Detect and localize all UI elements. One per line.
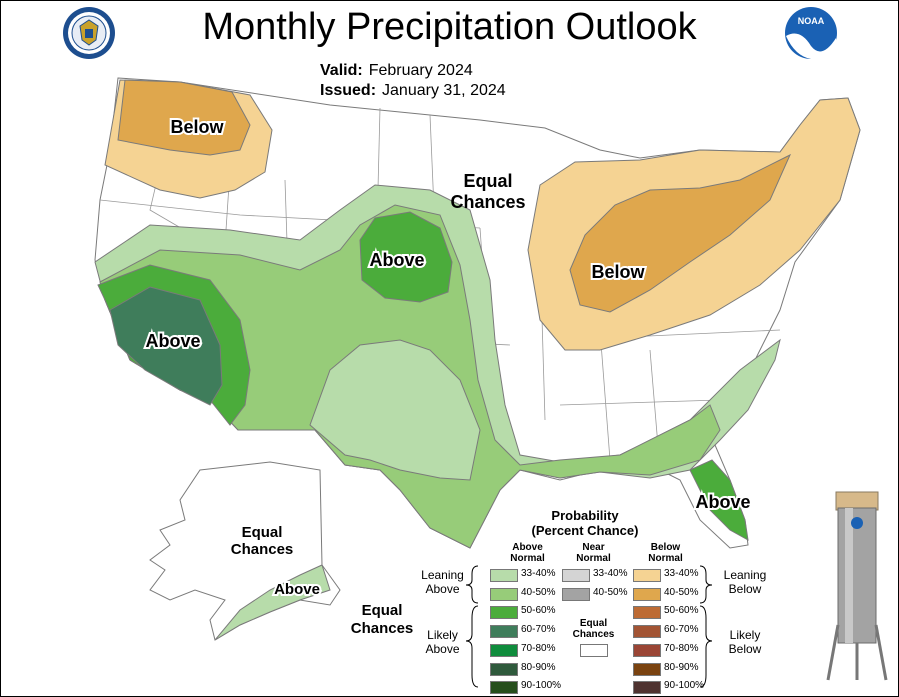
legend-leaning-below-2: Below bbox=[728, 582, 762, 596]
legend-below-label: 70-80% bbox=[664, 642, 699, 654]
legend-near-swatch bbox=[562, 569, 590, 582]
legend-above-label: 90-100% bbox=[521, 680, 562, 692]
legend-below-swatch bbox=[633, 643, 661, 657]
label-west-above: Above bbox=[145, 331, 200, 351]
legend-col-below-1: Below bbox=[650, 542, 681, 553]
label-ak-equal-1: Equal bbox=[242, 524, 283, 541]
legend-leaning-above: Leaning Above bbox=[415, 568, 470, 596]
legend-leaning-below: Leaning Below bbox=[714, 568, 776, 596]
legend-equal-2: Chances bbox=[572, 629, 615, 640]
label-equal-1: Equal bbox=[463, 171, 512, 191]
legend-below-label: 50-60% bbox=[664, 605, 699, 617]
legend-above-swatch bbox=[490, 662, 518, 676]
legend-below-swatch bbox=[633, 587, 661, 601]
above-60-70-california bbox=[109, 286, 223, 406]
legend-col-below-2: Normal bbox=[648, 553, 683, 564]
legend-above-label: 80-90% bbox=[521, 661, 556, 673]
legend-col-near: Near Normal bbox=[566, 542, 621, 564]
issued-line: Issued: January 31, 2024 bbox=[320, 82, 506, 100]
legend-above-swatch bbox=[490, 643, 518, 657]
label-plains-above: Above bbox=[369, 250, 424, 270]
legend-likely-above-1: Likely bbox=[427, 628, 458, 642]
legend-above-swatch bbox=[490, 569, 518, 582]
legend-equal-swatch bbox=[580, 644, 608, 657]
legend-above-swatch bbox=[490, 587, 518, 601]
legend-above-label: 60-70% bbox=[521, 624, 556, 636]
legend-col-above: Above Normal bbox=[500, 542, 555, 564]
above-50-60-plains bbox=[359, 211, 453, 303]
label-nw-below: Below bbox=[170, 117, 224, 137]
label-ak-south-equal-1: Equal bbox=[362, 602, 403, 619]
legend-likely-below-1: Likely bbox=[729, 628, 761, 642]
legend-near-label: 33-40% bbox=[593, 568, 628, 579]
legend-braces bbox=[465, 565, 713, 688]
legend-leaning-below-1: Leaning bbox=[723, 568, 767, 582]
legend-near-swatch bbox=[562, 587, 590, 601]
label-equal-2: Chances bbox=[450, 192, 525, 212]
legend-col-near-1: Near bbox=[582, 542, 605, 553]
legend-above-label: 33-40% bbox=[521, 568, 556, 579]
legend-above-swatch bbox=[490, 606, 518, 620]
legend-equal-1: Equal bbox=[579, 618, 608, 629]
noaa-logo-icon: NOAA bbox=[785, 7, 837, 60]
legend-likely-above-2: Above bbox=[425, 642, 460, 656]
legend-near-label: 40-50% bbox=[593, 586, 628, 598]
label-ak-equal-2: Chances bbox=[231, 541, 294, 558]
issued-label: Issued: bbox=[320, 82, 377, 99]
above-leaning-alaska bbox=[214, 564, 331, 641]
legend-above-swatch bbox=[490, 625, 518, 639]
legend-title-2: (Percent Chance) bbox=[531, 523, 639, 538]
legend-below-label: 90-100% bbox=[664, 680, 705, 692]
legend-above-swatch bbox=[490, 681, 518, 695]
legend-likely-below: Likely Below bbox=[714, 628, 776, 656]
legend-col-near-2: Normal bbox=[576, 553, 611, 564]
legend-below-swatch bbox=[633, 662, 661, 676]
valid-line: Valid: February 2024 bbox=[320, 62, 473, 80]
legend-likely-above: Likely Above bbox=[415, 628, 470, 656]
legend-above-label: 40-50% bbox=[521, 586, 556, 598]
legend-above-label: 70-80% bbox=[521, 642, 556, 654]
above-50-60-florida bbox=[689, 459, 749, 541]
svg-text:NOAA: NOAA bbox=[798, 16, 825, 26]
label-fl-above: Above bbox=[695, 492, 750, 512]
legend-col-below: Below Normal bbox=[638, 542, 693, 564]
legend-equal: Equal Chances bbox=[566, 618, 621, 640]
legend-title-1: Probability bbox=[551, 508, 619, 523]
southwest-leaning-hole bbox=[309, 339, 481, 481]
legend-leaning-above-2: Above bbox=[425, 582, 460, 596]
legend-below-swatch bbox=[633, 569, 661, 582]
legend-title: Probability (Percent Chance) bbox=[510, 508, 660, 538]
issued-value: January 31, 2024 bbox=[382, 82, 506, 99]
legend-leaning-above-1: Leaning bbox=[421, 568, 464, 582]
label-east-below: Below bbox=[591, 262, 645, 282]
page-title: Monthly Precipitation Outlook bbox=[202, 6, 697, 48]
legend-below-label: 60-70% bbox=[664, 624, 699, 636]
legend-col-above-2: Normal bbox=[510, 553, 545, 564]
legend-above-label: 50-60% bbox=[521, 605, 556, 617]
legend-below-label: 80-90% bbox=[664, 661, 699, 673]
legend-below-swatch bbox=[633, 625, 661, 639]
rain-gauge-icon bbox=[826, 491, 888, 681]
below-40-50-northwest bbox=[117, 79, 251, 156]
below-40-50-east bbox=[569, 153, 792, 313]
legend-below-label: 40-50% bbox=[664, 586, 699, 598]
legend-below-swatch bbox=[633, 606, 661, 620]
legend-col-above-1: Above bbox=[512, 542, 543, 553]
legend-below-swatch bbox=[633, 681, 661, 695]
legend-below-label: 33-40% bbox=[664, 568, 699, 579]
legend-likely-below-2: Below bbox=[728, 642, 762, 656]
valid-label: Valid: bbox=[320, 62, 363, 79]
doc-seal-icon bbox=[63, 7, 115, 59]
label-ak-south-equal-2: Chances bbox=[351, 620, 414, 637]
valid-value: February 2024 bbox=[368, 62, 473, 79]
label-ak-above: Above bbox=[274, 581, 320, 598]
